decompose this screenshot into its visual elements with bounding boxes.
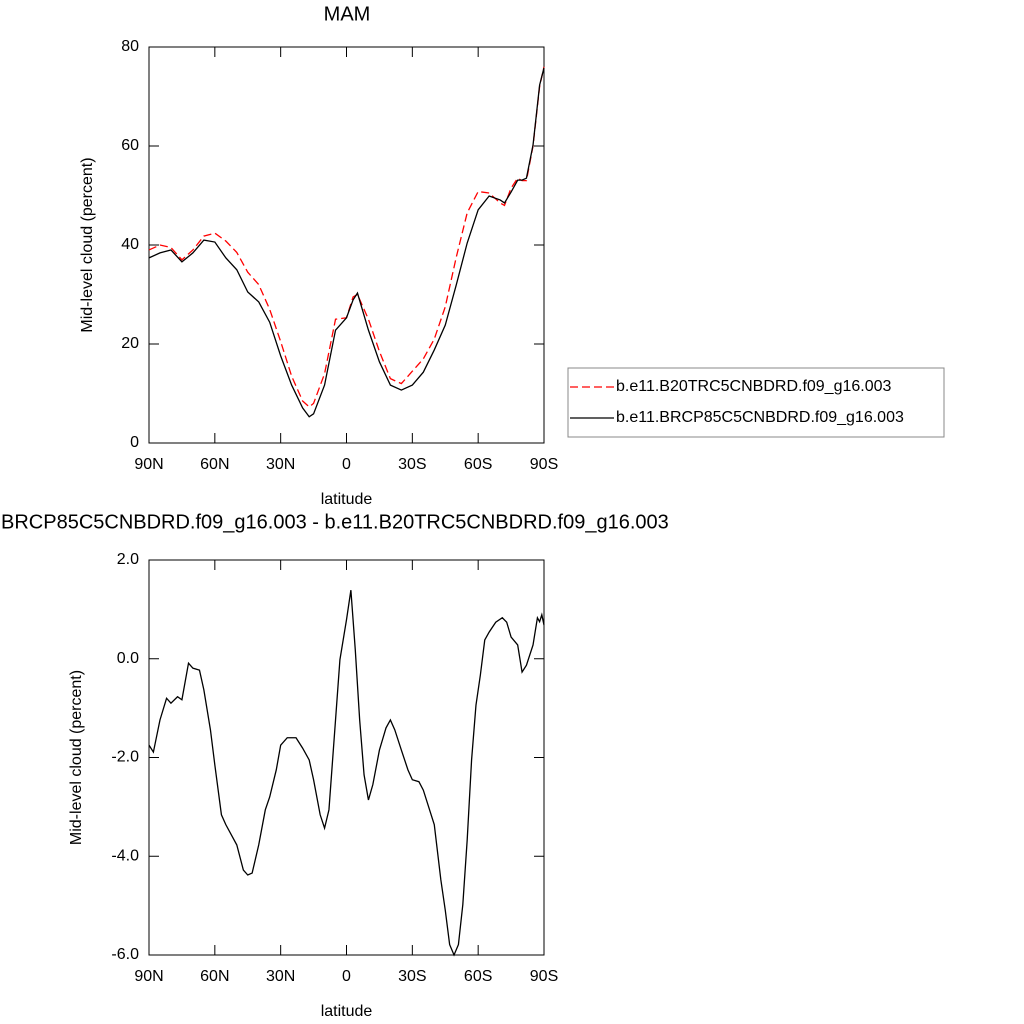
data-line: [148, 66, 545, 408]
y-axis-label: Mid-level cloud (percent): [79, 157, 96, 332]
chart-title: BRCP85C5CNBDRD.f09_g16.003 - b.e11.B20TR…: [1, 511, 669, 533]
x-tick-label: 30S: [398, 456, 426, 473]
x-tick-label: 90N: [134, 456, 163, 473]
x-tick-label: 0: [342, 456, 351, 473]
legend-box: [567, 367, 945, 438]
y-axis-label: Mid-level cloud (percent): [68, 670, 85, 845]
x-tick-label: 90N: [134, 968, 163, 985]
y-tick-label: -4.0: [111, 847, 139, 864]
x-tick-label: 30S: [398, 968, 426, 985]
x-tick-label: 60N: [200, 968, 229, 985]
x-tick-label: 60N: [200, 456, 229, 473]
y-tick-label: 60: [121, 137, 139, 154]
y-tick-label: 2.0: [117, 551, 139, 568]
legend-label: b.e11.BRCP85C5CNBDRD.f09_g16.003: [616, 409, 904, 426]
x-axis-label: latitude: [321, 491, 373, 508]
x-tick-label: 60S: [464, 456, 492, 473]
chart-title: MAM: [324, 3, 371, 25]
data-line: [148, 590, 545, 957]
x-tick-label: 30N: [266, 968, 295, 985]
y-tick-label: -6.0: [111, 946, 139, 963]
x-tick-label: 90S: [530, 456, 558, 473]
legend-label: b.e11.B20TRC5CNBDRD.f09_g16.003: [616, 378, 892, 395]
y-tick-label: 20: [121, 335, 139, 352]
x-axis-label: latitude: [321, 1003, 373, 1020]
x-tick-label: 0: [342, 968, 351, 985]
x-tick-label: 90S: [530, 968, 558, 985]
x-tick-label: 60S: [464, 968, 492, 985]
x-tick-label: 30N: [266, 456, 295, 473]
y-tick-label: 0: [130, 434, 139, 451]
plot-frame: [148, 46, 545, 444]
y-tick-label: -2.0: [111, 749, 139, 766]
y-tick-label: 0.0: [117, 650, 139, 667]
y-tick-label: 40: [121, 236, 139, 253]
y-tick-label: 80: [121, 38, 139, 55]
data-line: [148, 67, 545, 418]
